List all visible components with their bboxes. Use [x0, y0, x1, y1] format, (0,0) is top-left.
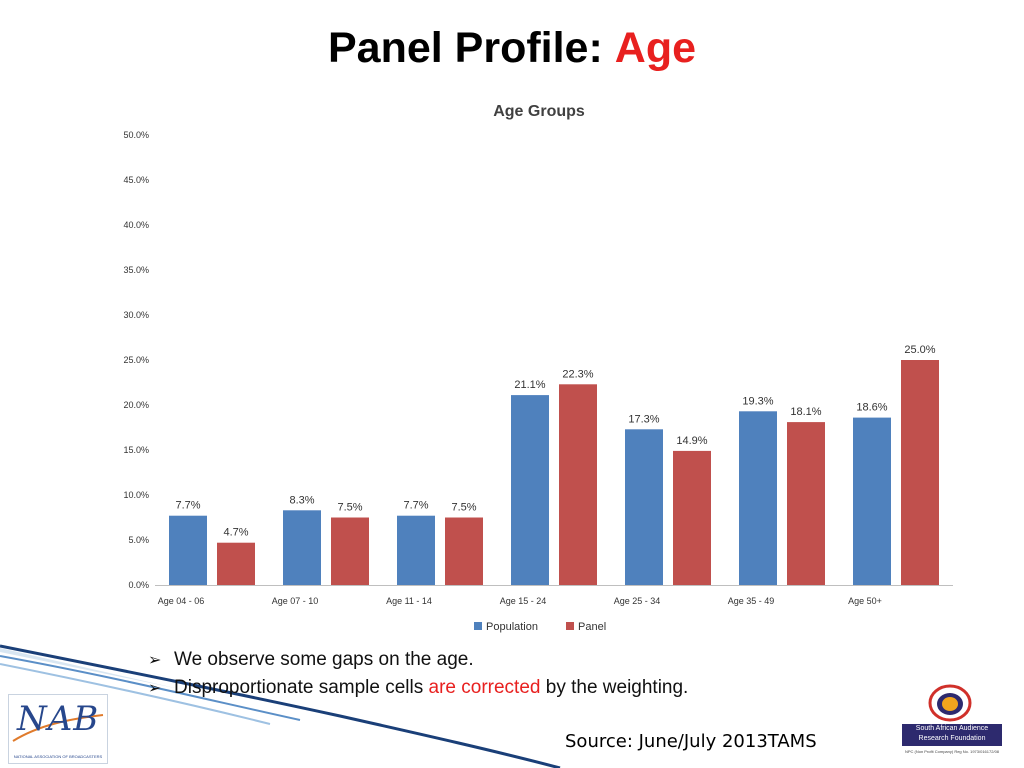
bullet-list: ➢ We observe some gaps on the age. ➢ Dispr… [148, 646, 688, 702]
legend-label: Panel [578, 621, 606, 633]
legend-swatch-population [474, 622, 482, 630]
age-groups-bar-chart: Age Groups 0.0% 5.0% 10.0% 15.0% 20.0% 25.0% 30… [123, 103, 953, 633]
y-tick-label: 15.0% [123, 445, 149, 455]
x-tick-label: Age 35 - 49 [728, 596, 775, 606]
data-label: 7.5% [337, 502, 362, 514]
bar-population [169, 515, 207, 585]
x-tick-label: Age 25 - 34 [614, 596, 661, 606]
nab-swoosh-icon [12, 714, 104, 742]
data-label: 17.3% [628, 413, 659, 425]
bar-panel [673, 450, 711, 585]
data-label: 7.5% [451, 502, 476, 514]
bar-panel [901, 360, 939, 585]
bar-panel [559, 384, 597, 585]
data-label: 14.9% [676, 435, 707, 447]
chart-title: Age Groups [493, 103, 585, 120]
y-tick-label: 0.0% [128, 580, 149, 590]
y-tick-label: 20.0% [123, 400, 149, 410]
bar-panel [445, 517, 483, 585]
saarf-name: South African Audience Research Foundati… [902, 724, 1002, 746]
data-label: 8.3% [289, 494, 314, 506]
y-tick-label: 30.0% [123, 310, 149, 320]
bullet-text-pre: Disproportionate sample cells [174, 677, 429, 698]
slide-title: Panel Profile: Age [0, 24, 1024, 73]
nab-logo: NAB NATIONAL ASSOCIATION OF BROADCASTERS [8, 694, 108, 764]
bullet-item: ➢ We observe some gaps on the age. [148, 646, 688, 674]
bar-panel [217, 542, 255, 585]
y-tick-label: 10.0% [123, 490, 149, 500]
data-label: 19.3% [742, 395, 773, 407]
bullet-text-post: by the weighting. [540, 677, 689, 698]
source-note: Source: June/July 2013TAMS [565, 731, 817, 752]
slide-title-accent: Age [614, 24, 697, 72]
data-label: 22.3% [562, 368, 593, 380]
bar-population [397, 515, 435, 585]
x-tick-label: Age 07 - 10 [272, 596, 319, 606]
y-tick-label: 45.0% [123, 175, 149, 185]
saarf-logo: South African Audience Research Foundati… [900, 682, 1006, 764]
slide-title-main: Panel Profile: [327, 24, 603, 72]
bar-population [511, 395, 549, 585]
data-label: 25.0% [904, 344, 935, 356]
x-tick-label: Age 11 - 14 [386, 596, 432, 606]
data-label: 18.6% [856, 402, 887, 414]
data-label: 7.7% [403, 500, 428, 512]
y-tick-label: 35.0% [123, 265, 149, 275]
arrow-bullet-icon: ➢ [148, 652, 162, 669]
data-label: 21.1% [514, 379, 545, 391]
bar-population [283, 510, 321, 585]
saarf-registration: NPC (Non Profit Company) Reg No. 1973/01… [904, 749, 1000, 754]
legend-swatch-panel [566, 622, 574, 630]
nab-logo-text: NAB [17, 699, 100, 739]
bar-population [625, 429, 663, 585]
y-tick-label: 5.0% [128, 535, 149, 545]
data-label: 7.7% [175, 500, 200, 512]
bullet-text: We observe some gaps on the age. [174, 649, 474, 670]
y-tick-label: 50.0% [123, 130, 149, 140]
bullet-item: ➢ Disproportionate sample cells are corre… [148, 674, 688, 702]
y-tick-label: 40.0% [123, 220, 149, 230]
bullet-text-highlight: are corrected [428, 677, 541, 698]
bar-population [853, 417, 891, 585]
bar-population [739, 411, 777, 585]
legend-label: Population [486, 621, 538, 633]
bar-panel [331, 517, 369, 585]
x-tick-label: Age 04 - 06 [158, 596, 205, 606]
y-tick-label: 25.0% [123, 355, 149, 365]
bar-panel [787, 422, 825, 585]
data-label: 4.7% [223, 527, 248, 539]
x-tick-label: Age 15 - 24 [500, 596, 547, 606]
x-tick-label: Age 50+ [848, 596, 882, 606]
eye-icon [928, 684, 972, 722]
nab-logo-subtitle: NATIONAL ASSOCIATION OF BROADCASTERS [13, 754, 103, 759]
arrow-bullet-icon: ➢ [148, 680, 162, 697]
data-label: 18.1% [790, 406, 821, 418]
